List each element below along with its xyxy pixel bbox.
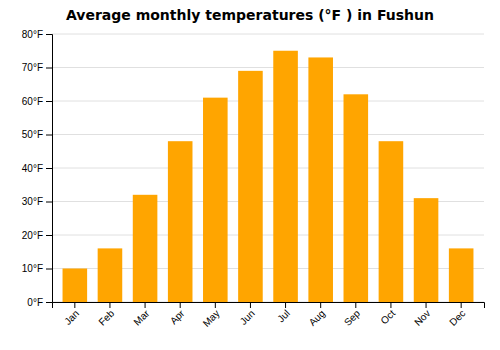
x-axis: Jan Feb Mar Apr May Jun Jul Aug Sep Oct Nov Dec [53,302,485,329]
y-tick-mark [46,101,52,102]
x-tick-mark [461,302,462,308]
grid-line [52,134,484,135]
x-tick-label: Apr [168,307,187,326]
y-tick: 0°F [27,297,52,308]
y-tick: 30°F [22,196,52,207]
x-tick-mark [320,302,321,308]
y-tick-label: 30°F [22,196,43,207]
x-tick-label: Jul [275,308,292,325]
y-tick-label: 40°F [22,163,43,174]
chart-svg: Average monthly temperatures (°F ) in Fu… [0,0,500,350]
x-tick-label: Mar [131,307,151,327]
bar [238,71,263,302]
bar [98,248,123,302]
y-tick: 50°F [22,129,52,140]
y-tick-mark [46,135,52,136]
bar [344,94,369,302]
grid-line [52,67,484,68]
x-tick-label: Jun [238,308,257,327]
y-tick: 70°F [22,62,52,73]
bar [133,195,158,302]
x-tick-mark [426,302,427,308]
x-tick: Jul [275,302,292,324]
grid-line [52,101,484,102]
x-tick-mark [109,302,110,308]
grid [52,34,484,302]
chart-title: Average monthly temperatures (°F ) in Fu… [66,7,434,23]
x-tick: Feb [96,302,116,328]
y-tick: 20°F [22,230,52,241]
y-tick-mark [46,269,52,270]
x-tick-mark [180,302,181,308]
y-tick-label: 50°F [22,129,43,140]
bars [63,51,474,302]
x-tick-label: Feb [96,307,116,327]
bar [414,198,439,302]
x-tick: Sep [342,302,363,328]
x-tick-label: Aug [307,308,327,328]
x-tick-label: Dec [447,308,467,328]
y-tick-label: 60°F [22,96,43,107]
x-tick: May [201,302,222,329]
x-tick: Jun [238,302,257,327]
x-tick-mark [355,302,356,308]
y-tick-mark [46,34,52,35]
x-tick-mark [74,302,75,308]
bar [203,98,228,302]
chart-container: Average monthly temperatures (°F ) in Fu… [0,0,500,350]
x-tick-label: May [201,308,222,329]
y-tick: 40°F [22,163,52,174]
x-axis-line [53,303,485,309]
y-tick: 60°F [22,96,52,107]
y-tick-label: 80°F [22,29,43,40]
y-tick-label: 10°F [22,263,43,274]
x-tick-mark [390,302,391,308]
x-tick-label: Sep [342,307,363,328]
x-tick: Oct [379,302,398,326]
grid-line [52,168,484,169]
y-tick-mark [46,235,52,236]
y-tick-mark [46,168,52,169]
x-tick-mark [145,302,146,308]
bar [63,269,88,303]
bar [168,141,193,302]
y-tick: 80°F [22,29,52,40]
x-tick: Dec [447,302,467,328]
y-axis: 0°F 10°F 20°F 30°F 40°F 50°F 60°F 70°F 80°F [22,29,53,308]
y-tick-label: 70°F [22,62,43,73]
x-tick: Nov [412,302,432,328]
y-tick: 10°F [22,263,52,274]
y-axis-line [46,35,53,303]
y-tick-mark [46,68,52,69]
bar [449,248,474,302]
bar [308,57,333,302]
grid-line [52,34,484,35]
y-tick-mark [46,302,52,303]
x-tick-mark [215,302,216,308]
x-tick-mark [285,302,286,308]
x-tick-mark [250,302,251,308]
bar [273,51,298,302]
x-tick: Jan [62,302,81,327]
x-tick-label: Jan [62,308,81,327]
x-tick: Apr [168,302,187,326]
x-tick: Mar [131,302,151,328]
y-tick-mark [46,202,52,203]
bar [379,141,404,302]
y-tick-label: 0°F [27,297,43,308]
x-tick-label: Nov [412,308,432,328]
x-tick: Aug [307,302,327,328]
y-tick-label: 20°F [22,230,43,241]
x-tick-label: Oct [379,308,398,327]
plot-area: 0°F 10°F 20°F 30°F 40°F 50°F 60°F 70°F 80°F Jan Fe… [22,29,485,329]
